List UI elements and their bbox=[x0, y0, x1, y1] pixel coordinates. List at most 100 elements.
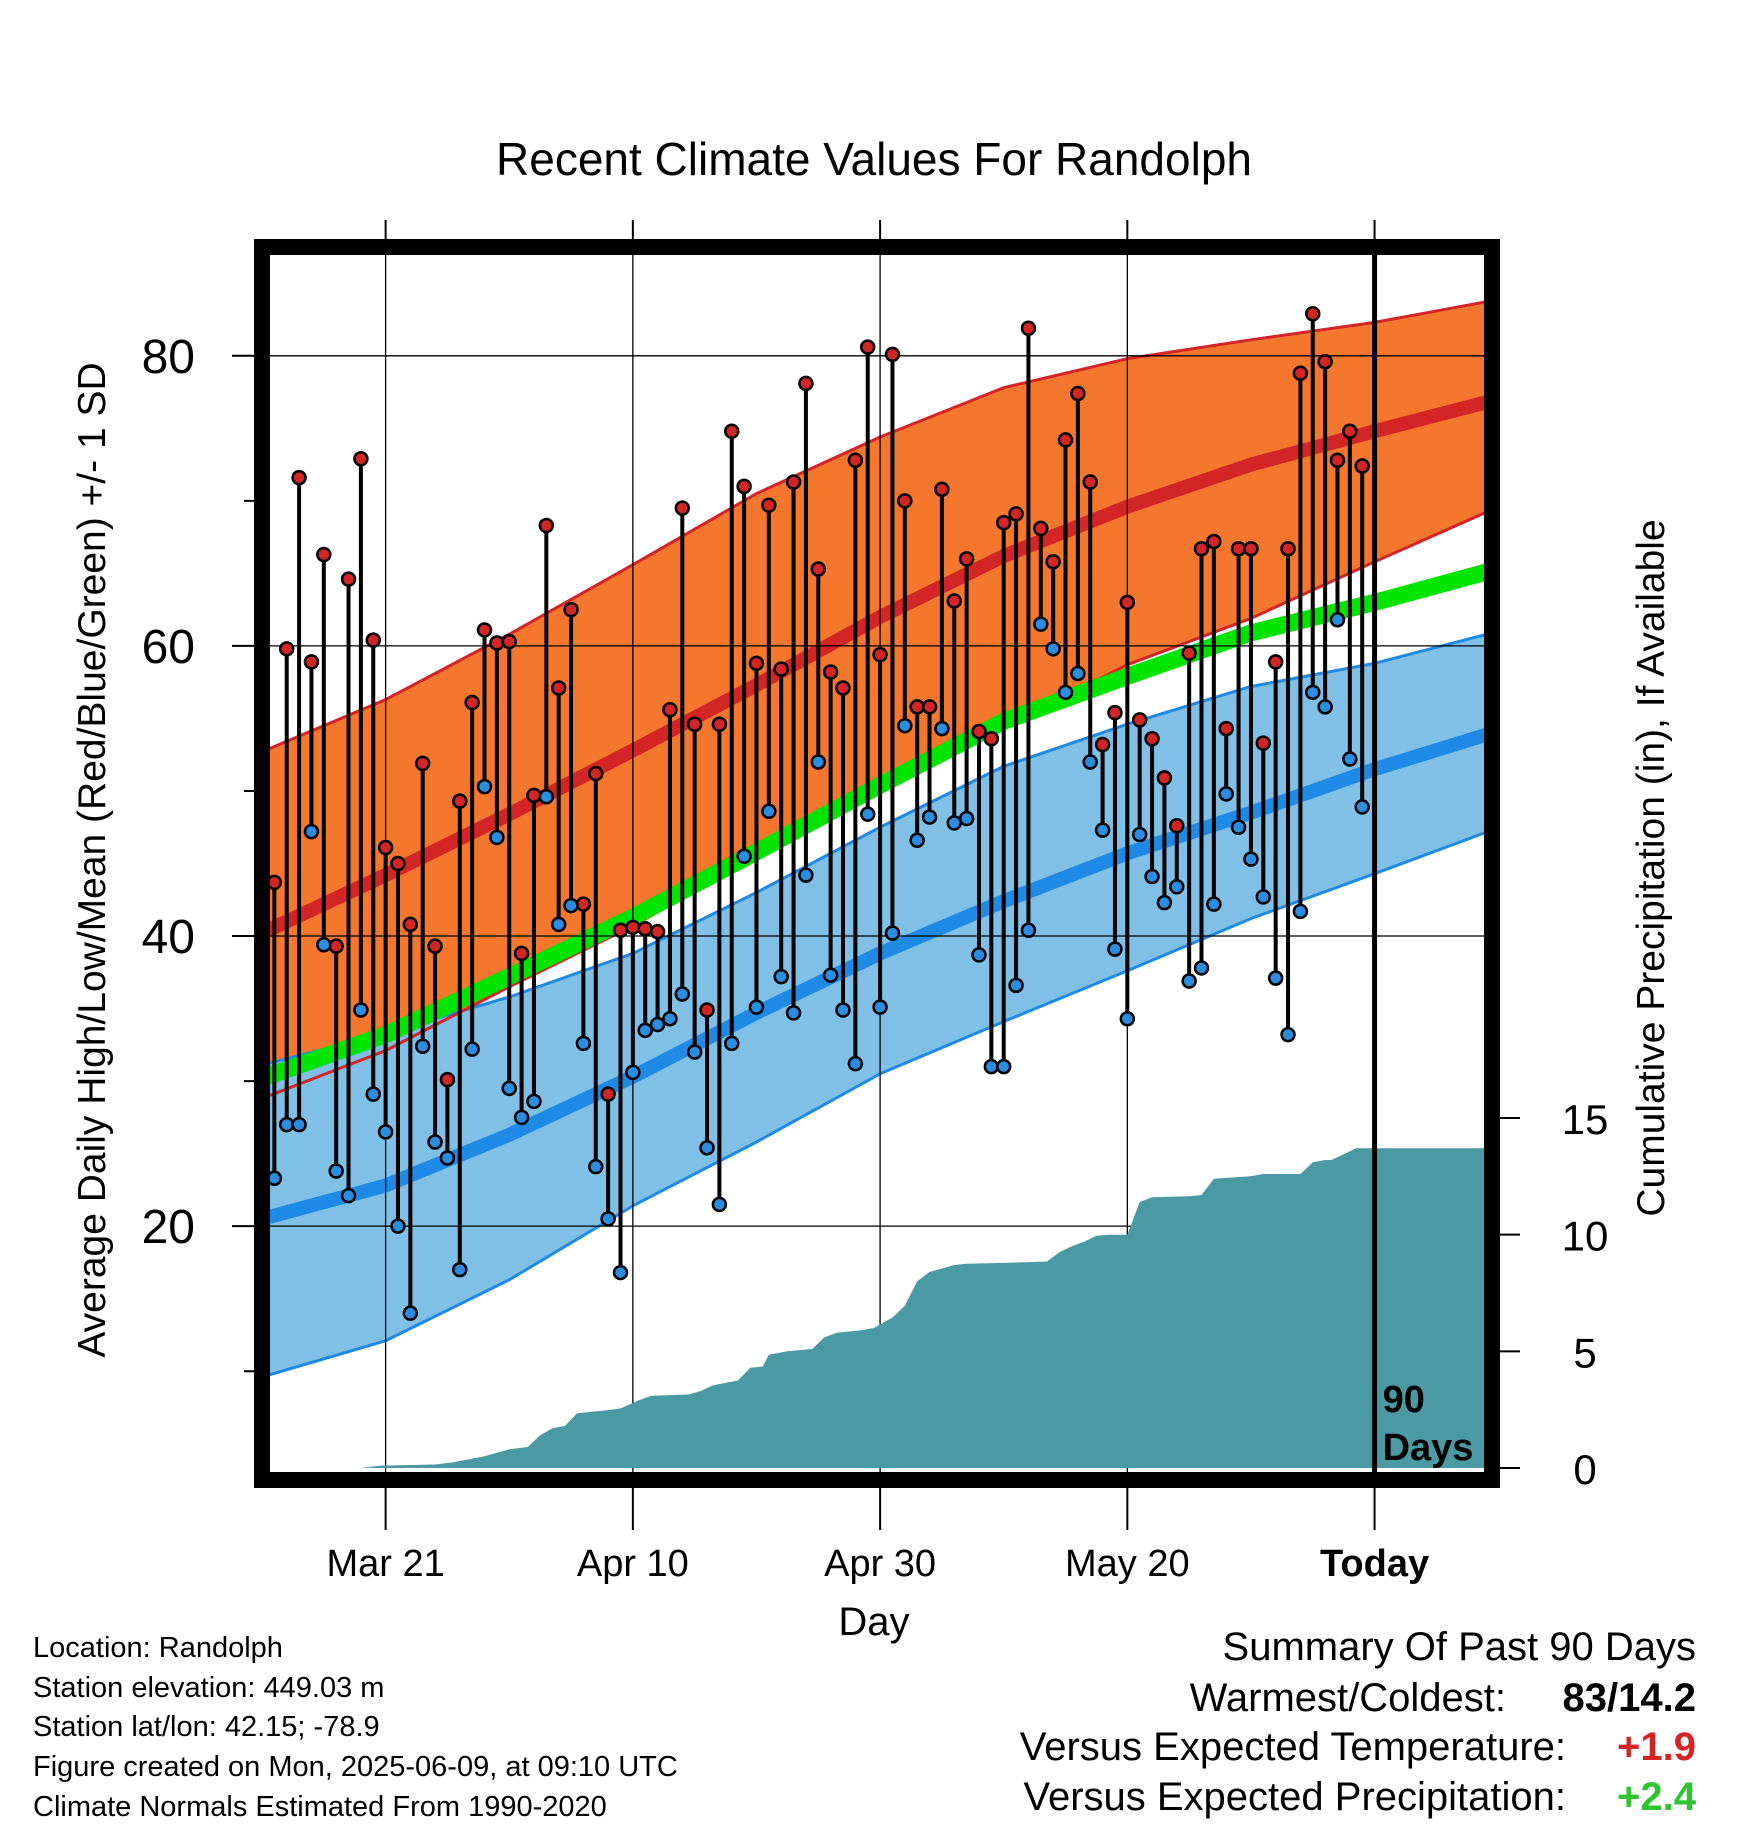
daily-high-point bbox=[1131, 712, 1148, 728]
daily-low-point bbox=[1255, 889, 1272, 905]
daily-low-point bbox=[1280, 1026, 1296, 1043]
daily-high-point bbox=[1292, 365, 1309, 381]
daily-low-point bbox=[1193, 960, 1210, 976]
y-tick-label: 60 bbox=[142, 621, 195, 674]
daily-high-point bbox=[476, 622, 493, 638]
y2-tick-label: 5 bbox=[1573, 1329, 1596, 1376]
daily-low-point bbox=[278, 1116, 295, 1133]
daily-low-point bbox=[748, 999, 765, 1015]
daily-low-point bbox=[1107, 941, 1123, 957]
daily-high-point bbox=[958, 551, 975, 567]
daily-low-point bbox=[303, 823, 320, 840]
daily-high-point bbox=[427, 938, 443, 954]
daily-low-point bbox=[736, 848, 752, 864]
daily-low-point bbox=[1008, 977, 1024, 994]
daily-high-point bbox=[686, 716, 703, 732]
daily-low-point bbox=[1131, 826, 1148, 843]
daily-high-point bbox=[1107, 704, 1123, 721]
daily-high-point bbox=[575, 896, 592, 912]
y2-axis-label: Cumulative Precipitation (in), If Availa… bbox=[1630, 519, 1673, 1216]
daily-low-point bbox=[884, 925, 901, 941]
daily-high-point bbox=[377, 839, 394, 856]
daily-high-point bbox=[1354, 458, 1370, 474]
daily-high-point bbox=[1193, 540, 1210, 557]
daily-high-point bbox=[1181, 645, 1197, 661]
daily-low-point bbox=[1045, 641, 1061, 657]
daily-low-point bbox=[588, 1158, 604, 1175]
daily-low-point bbox=[575, 1035, 592, 1052]
daily-low-point bbox=[414, 1038, 431, 1055]
daily-high-point bbox=[1243, 540, 1259, 557]
daily-low-point bbox=[1119, 1010, 1136, 1027]
daily-high-point bbox=[1033, 520, 1049, 537]
daily-high-point bbox=[513, 945, 530, 962]
daily-low-point bbox=[1169, 878, 1185, 895]
x-tick-label: Apr 10 bbox=[577, 1543, 689, 1585]
daily-high-point bbox=[625, 919, 641, 936]
daily-high-point bbox=[859, 339, 876, 355]
daily-high-point bbox=[835, 680, 851, 696]
daily-high-point bbox=[1280, 540, 1296, 557]
chart-title: Recent Climate Values For Randolph bbox=[496, 133, 1252, 185]
daily-low-point bbox=[563, 897, 579, 914]
daily-high-point bbox=[365, 632, 382, 648]
y2-tick-label: 15 bbox=[1562, 1096, 1609, 1143]
daily-low-point bbox=[909, 832, 925, 849]
daily-low-point bbox=[699, 1140, 715, 1156]
daily-high-point bbox=[971, 723, 987, 740]
daily-high-point bbox=[1057, 432, 1074, 448]
x-tick-label: Apr 30 bbox=[824, 1543, 936, 1585]
daily-low-point bbox=[377, 1124, 394, 1140]
daily-low-point bbox=[995, 1058, 1012, 1075]
daily-low-point bbox=[340, 1187, 357, 1204]
daily-low-point bbox=[1354, 799, 1370, 815]
daily-high-point bbox=[1156, 770, 1173, 786]
daily-high-point bbox=[538, 517, 555, 534]
daily-high-point bbox=[464, 694, 480, 711]
daily-low-point bbox=[847, 1055, 864, 1072]
daily-low-point bbox=[649, 1016, 666, 1033]
daily-high-point bbox=[798, 375, 814, 392]
daily-low-point bbox=[402, 1305, 419, 1321]
daily-high-points bbox=[254, 305, 1370, 1102]
daily-high-point bbox=[822, 664, 839, 680]
daily-low-point bbox=[1206, 896, 1222, 912]
daily-low-point bbox=[872, 999, 888, 1015]
daily-low-point bbox=[723, 1035, 740, 1052]
daily-low-point bbox=[328, 1163, 344, 1179]
daily-high-point bbox=[1169, 818, 1185, 834]
daily-low-point bbox=[489, 829, 505, 846]
daily-high-point bbox=[872, 646, 888, 663]
daily-low-point bbox=[1094, 822, 1111, 838]
daily-low-point bbox=[439, 1150, 456, 1166]
daily-high-point bbox=[674, 500, 691, 516]
daily-low-point bbox=[686, 1044, 703, 1060]
daily-high-point bbox=[526, 787, 542, 804]
cumulative-precip-area bbox=[262, 1148, 1492, 1468]
daily-high-point bbox=[995, 514, 1012, 531]
daily-low-point bbox=[390, 1218, 406, 1234]
daily-high-point bbox=[1317, 353, 1333, 370]
x-axis-label: Day bbox=[838, 1600, 909, 1644]
daily-high-point bbox=[847, 452, 864, 468]
daily-low-point bbox=[1070, 665, 1086, 682]
daily-low-point bbox=[1082, 754, 1098, 770]
daily-high-point bbox=[884, 346, 901, 363]
daily-high-point bbox=[748, 655, 765, 672]
daily-high-point bbox=[1144, 730, 1160, 747]
daily-low-point bbox=[353, 1002, 369, 1018]
daily-high-point bbox=[501, 633, 517, 650]
info-location: Location: Randolph bbox=[33, 1632, 283, 1664]
daily-low-point bbox=[1033, 616, 1049, 632]
daily-low-point bbox=[1317, 699, 1333, 715]
summary-warm-cold-value: 83/14.2 bbox=[1562, 1676, 1696, 1720]
daily-high-point bbox=[1206, 533, 1222, 550]
daily-low-point bbox=[662, 1010, 678, 1027]
daily-low-point bbox=[600, 1211, 616, 1227]
daily-low-point bbox=[538, 789, 555, 805]
daily-low-point bbox=[1181, 973, 1197, 989]
daily-high-point bbox=[1008, 506, 1024, 522]
daily-high-point bbox=[439, 1071, 456, 1088]
daily-high-point bbox=[1119, 594, 1136, 611]
daily-high-point bbox=[1342, 423, 1358, 439]
